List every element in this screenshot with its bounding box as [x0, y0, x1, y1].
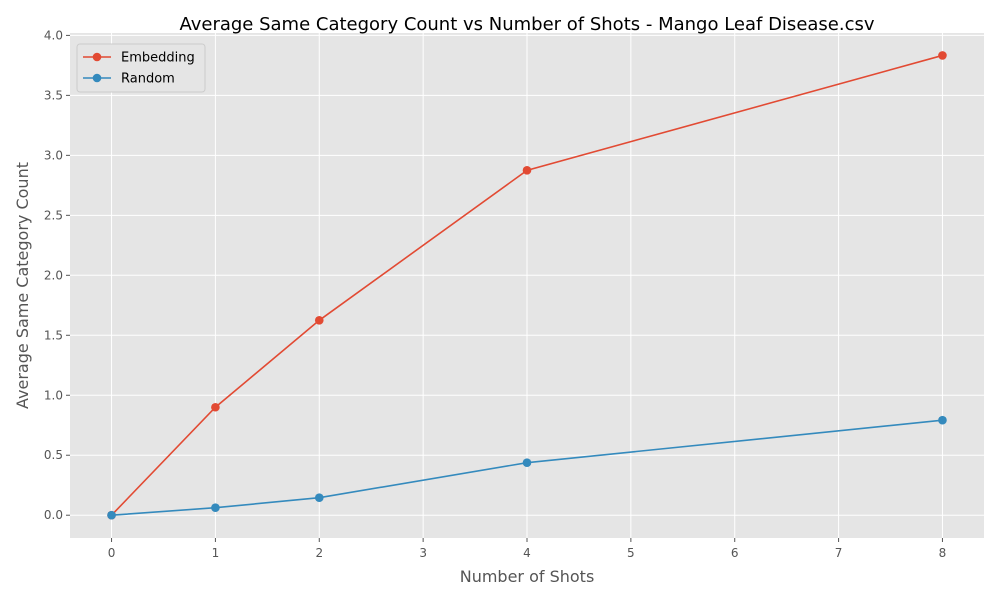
y-tick-label: 2.5	[44, 208, 63, 222]
embedding-legend-label: Embedding	[121, 51, 195, 66]
y-axis-label: Average Same Category Count	[13, 162, 32, 409]
legend: Embedding Random	[76, 43, 206, 93]
embedding-data-point	[522, 166, 532, 175]
x-tick-label: 6	[731, 546, 739, 560]
random-data-point	[938, 415, 947, 425]
y-tick-label: 3.0	[44, 148, 63, 162]
random-data-point	[522, 458, 532, 467]
x-axis-label: Number of Shots	[460, 567, 595, 586]
x-ticks: 0 1 2 3 4 5 6 7 8	[108, 538, 947, 560]
embedding-data-point	[211, 402, 220, 412]
embedding-legend-marker	[92, 52, 102, 62]
series-group	[107, 51, 947, 520]
x-tick-label: 3	[419, 546, 427, 560]
y-ticks: 0.0 0.5 1.0 1.5 2.0 2.5 3.0 3.5 4.0	[44, 28, 70, 522]
x-tick-label: 5	[627, 546, 635, 560]
random-data-point	[211, 503, 220, 513]
random-data-point	[107, 510, 116, 520]
x-tick-label: 1	[212, 546, 220, 560]
y-tick-label: 1.5	[44, 328, 63, 342]
y-tick-label: 0.5	[44, 448, 63, 462]
chart-title: Average Same Category Count vs Number of…	[179, 14, 874, 35]
random-data-point	[314, 493, 324, 502]
legend-box	[76, 43, 206, 93]
embedding-data-point	[314, 315, 324, 325]
random-legend-marker	[92, 73, 102, 83]
x-tick-label: 7	[835, 546, 843, 560]
grid	[70, 33, 984, 538]
x-tick-label: 8	[939, 546, 947, 560]
y-tick-label: 3.5	[44, 88, 63, 102]
y-tick-label: 4.0	[44, 28, 63, 42]
x-tick-label: 4	[523, 546, 531, 560]
y-tick-label: 2.0	[44, 268, 63, 282]
x-tick-label: 2	[315, 546, 323, 560]
embedding-data-point	[938, 51, 947, 60]
y-tick-label: 0.0	[44, 508, 63, 522]
random-legend-label: Random	[121, 72, 175, 87]
x-tick-label: 0	[108, 546, 116, 560]
y-tick-label: 1.0	[44, 388, 63, 402]
